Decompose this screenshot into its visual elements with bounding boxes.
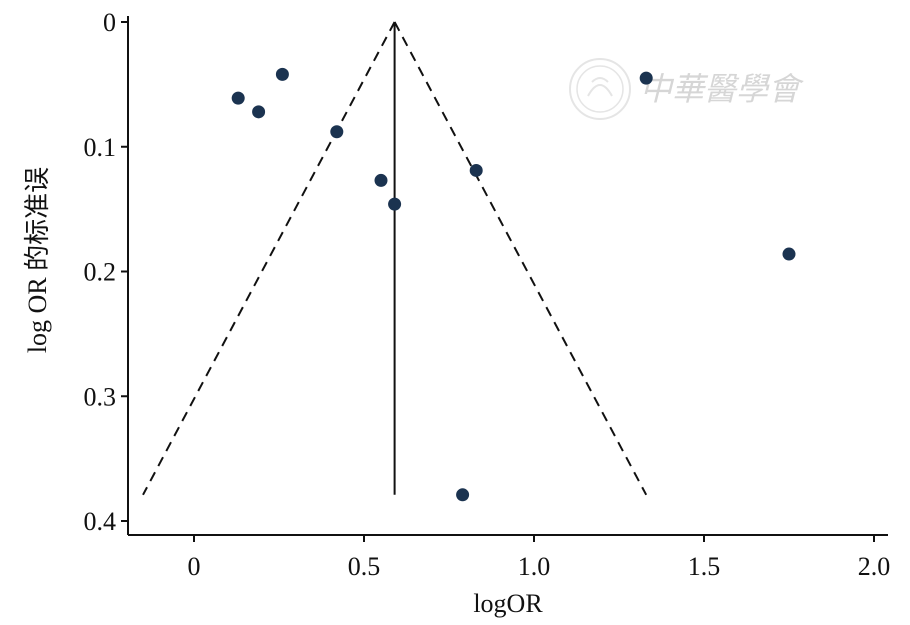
axes: 0 0.5 1.0 1.5 2.0 0 0.1 0.2 0.3 0.4 [84,8,891,581]
y-tick-label: 0.2 [84,258,117,287]
funnel-lines [142,21,648,496]
data-point [275,67,289,81]
funnel-right-line [393,21,648,496]
data-point [252,105,266,119]
x-axis-title: logOR [473,589,543,618]
data-point [388,197,402,211]
watermark: 中華醫學會 [569,58,804,120]
y-tick-label: 0.1 [84,133,117,162]
y-tick-label: 0.3 [84,382,117,411]
funnel-left-line [142,21,396,496]
data-points [231,67,796,502]
x-tick-label: 0 [188,552,201,581]
data-point [374,173,388,187]
data-point [231,91,245,105]
x-tick-label: 1.0 [518,552,551,581]
seal-logo [569,58,631,120]
y-axis-title: log OR 的标准误 [23,167,52,353]
data-point [782,247,796,261]
watermark-text: 中華醫學會 [640,70,804,108]
data-point [639,71,653,85]
y-tick-label: 0 [103,8,116,37]
y-tick-label: 0.4 [84,507,117,536]
x-tick-label: 2.0 [858,552,891,581]
x-tick-label: 1.5 [688,552,721,581]
data-point [456,488,470,502]
data-point [330,125,344,139]
x-tick-label: 0.5 [348,552,381,581]
data-point [469,163,483,177]
